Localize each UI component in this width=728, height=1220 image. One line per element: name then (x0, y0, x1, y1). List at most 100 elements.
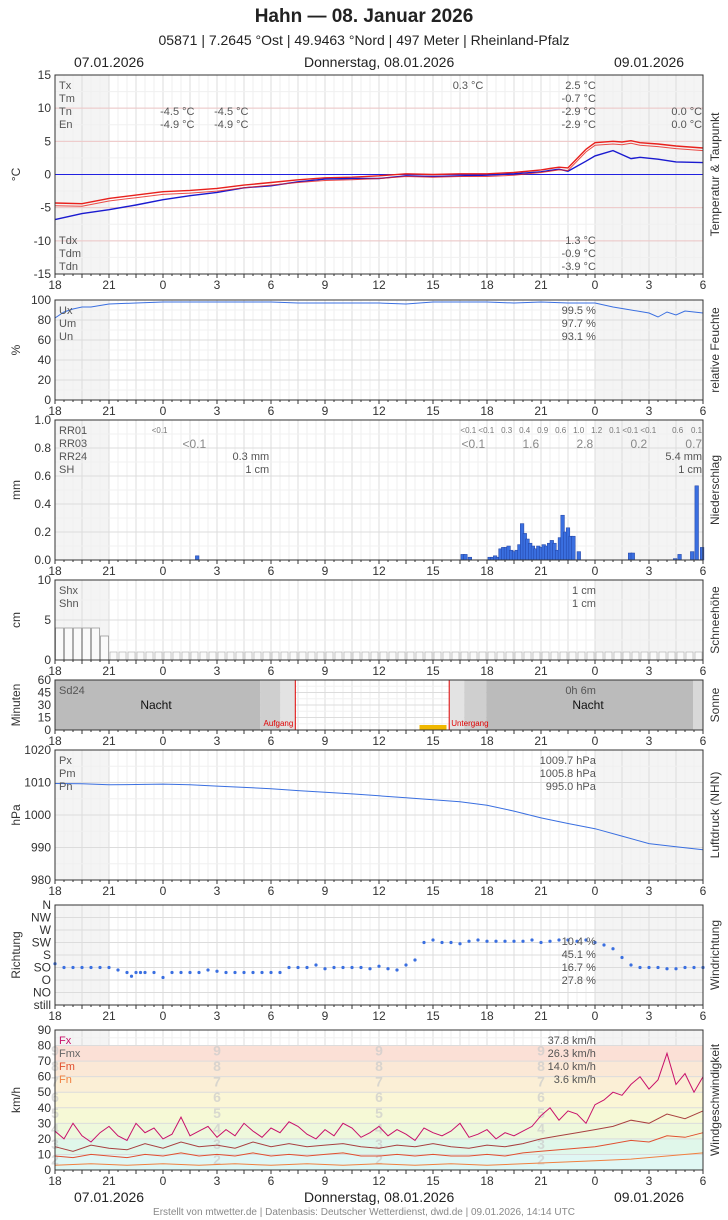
y-tick-label: -15 (34, 267, 52, 281)
stat-label: Um (59, 318, 76, 330)
x-tick-label: 0 (592, 734, 599, 748)
x-tick-label: 9 (322, 1009, 329, 1023)
direction-point (683, 965, 687, 970)
stat-value: 1 cm (678, 464, 702, 476)
snow-bar (550, 651, 559, 661)
snow-bar (145, 651, 154, 661)
series-line-fm (54, 1132, 704, 1159)
x-tick-label: 0 (592, 884, 599, 898)
x-tick-label: 21 (102, 564, 116, 578)
direction-point (539, 940, 543, 945)
snow-bar (631, 651, 640, 661)
snow-bar (424, 651, 433, 661)
snow-bar (595, 651, 604, 661)
x-tick-label: 21 (102, 734, 116, 748)
x-tick-label: 18 (480, 1174, 494, 1188)
rr01-value: 0.6 (555, 426, 567, 435)
x-tick-label: 0 (160, 404, 167, 418)
stat-label: Tx (59, 80, 72, 92)
direction-tick: SW (32, 936, 52, 950)
stat-label: Px (59, 755, 72, 767)
direction-point (138, 970, 143, 975)
direction-point (647, 965, 651, 970)
y-tick-label: 50 (38, 1085, 52, 1099)
x-tick-label: 21 (534, 734, 548, 748)
x-tick-label: 12 (372, 734, 386, 748)
x-tick-label: 18 (48, 278, 62, 292)
side-label: Sonne (708, 687, 722, 722)
snow-bar (334, 651, 343, 661)
x-tick-label: 0 (160, 1174, 167, 1188)
y-tick-label: 90 (38, 1023, 52, 1037)
direction-point (143, 970, 147, 975)
direction-point (62, 965, 66, 970)
x-tick-label: 0 (160, 564, 167, 578)
date-right: 09.01.2026 (614, 54, 685, 70)
x-tick-label: 9 (322, 404, 329, 418)
series-line-temperatur (54, 139, 704, 205)
series-line-fmx (54, 1110, 704, 1152)
snow-bar (505, 651, 514, 661)
x-tick-label: 21 (534, 278, 548, 292)
side-label: Schneehöhe (708, 586, 722, 654)
x-tick-label: 6 (700, 278, 707, 292)
stat-label: Un (59, 331, 73, 343)
x-tick-label: 6 (268, 734, 275, 748)
snow-bar (244, 651, 253, 661)
direction-point (620, 955, 624, 960)
beaufort-number: 4 (213, 1120, 221, 1136)
snow-bar (532, 651, 541, 661)
snow-bar (253, 651, 262, 661)
snow-bar (64, 627, 73, 661)
snow-bar (163, 651, 172, 661)
rr03-value: 1.6 (523, 437, 540, 451)
stat-value: 97.7 % (562, 318, 596, 330)
y-axis-label: °C (9, 167, 23, 181)
side-label: Windgeschwindigkeit (708, 1043, 722, 1156)
x-tick-label: 15 (426, 1009, 440, 1023)
direction-point (152, 970, 156, 975)
snow-bar (361, 651, 370, 661)
sunrise-label: Aufgang (263, 719, 293, 728)
side-label: Windrichtung (708, 920, 722, 990)
beaufort-number: 4 (375, 1120, 383, 1136)
direction-point (611, 947, 615, 951)
stat-label: RR03 (59, 438, 87, 450)
rr01-value: 1.0 (573, 426, 585, 435)
series-line (54, 301, 704, 319)
direction-point (422, 940, 426, 945)
precip-bar (677, 554, 682, 561)
y-tick-label: 30 (38, 1116, 52, 1130)
direction-point (341, 965, 345, 970)
x-tick-label: 9 (322, 664, 329, 678)
x-tick-label: 0 (160, 664, 167, 678)
beaufort-band (55, 1123, 703, 1139)
direction-point (233, 970, 237, 975)
direction-point (161, 975, 165, 980)
snow-bar (478, 651, 487, 661)
direction-point (368, 967, 372, 971)
beaufort-number: 8 (213, 1058, 221, 1074)
panel-3: <0.1 <0.1 <0.1 0.3 0.4 0.9 0.6 1.0 1.2 0.1 <0.1 <0.… (9, 413, 722, 578)
direction-point (575, 939, 579, 943)
x-tick-label: 18 (48, 734, 62, 748)
x-tick-label: 6 (268, 884, 275, 898)
x-tick-label: 9 (322, 278, 329, 292)
beaufort-band (55, 1154, 703, 1170)
direction-point (296, 965, 300, 970)
stat-label: Sd24 (59, 685, 85, 697)
side-label: Luftdruck (NHN) (708, 772, 722, 859)
direction-point (125, 970, 129, 975)
footer-credit: Erstellt von mtwetter.de | Datenbasis: D… (153, 1207, 575, 1218)
x-tick-label: 15 (426, 734, 440, 748)
x-tick-label: 3 (214, 1174, 221, 1188)
rr01-value: 0.4 (519, 426, 531, 435)
stat-value: -4.5 °C (214, 106, 248, 118)
x-tick-label: 9 (322, 1174, 329, 1188)
x-tick-label: 6 (268, 404, 275, 418)
direction-tick: N (42, 898, 51, 912)
stat-value: -4.9 °C (214, 119, 248, 131)
stat-label: Shx (59, 585, 78, 597)
snow-bar (496, 651, 505, 661)
